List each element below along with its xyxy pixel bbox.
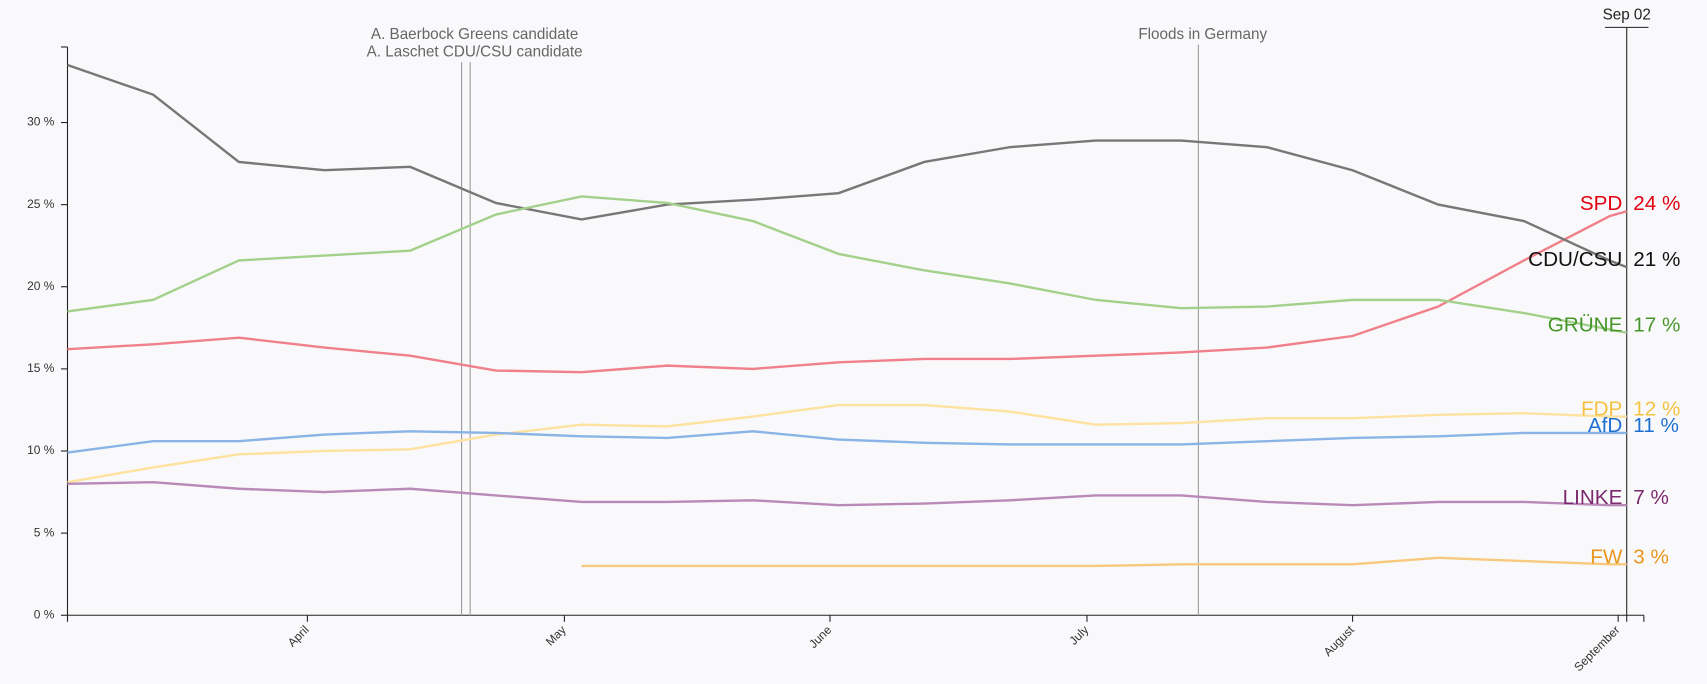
y-tick-label: 30 % xyxy=(27,115,55,129)
series-current: 24 % xyxy=(1633,192,1680,215)
trend-line xyxy=(67,403,1627,484)
y-tick-label: 20 % xyxy=(27,279,55,293)
series-name: AfD xyxy=(1588,414,1622,437)
x-tick-label: May xyxy=(543,623,569,649)
trend-line xyxy=(581,556,1627,568)
x-tick-label: August xyxy=(1321,622,1358,659)
series-current: 3 % xyxy=(1633,545,1669,568)
series-current: 11 % xyxy=(1633,414,1679,437)
series-name: LINKE xyxy=(1563,486,1623,509)
trend-line xyxy=(67,481,1627,507)
series-name: CDU/CSU xyxy=(1528,248,1622,271)
trend-line xyxy=(67,210,1628,374)
x-tick-label: September xyxy=(1571,623,1622,674)
trend-line xyxy=(67,195,1627,334)
series-name: FW xyxy=(1590,545,1623,568)
series-current: 21 % xyxy=(1633,248,1680,271)
series-current: 17 % xyxy=(1633,314,1680,337)
x-tick-label: April xyxy=(285,623,312,650)
y-tick-label: 15 % xyxy=(27,361,55,375)
annotation-text: A. Laschet CDU/CSU candidate xyxy=(367,43,583,60)
annotation-text: Floods in Germany xyxy=(1138,26,1267,43)
y-tick-label: 5 % xyxy=(34,525,55,539)
trend-line xyxy=(67,63,1628,269)
trend-line xyxy=(67,430,1627,454)
date-marker-label: Sep 02 xyxy=(1603,6,1651,23)
series-name: SPD xyxy=(1580,192,1623,215)
series-name: GRÜNE xyxy=(1548,314,1623,337)
x-tick-label: July xyxy=(1066,623,1091,648)
annotation-text: A. Baerbock Greens candidate xyxy=(371,26,578,43)
series-current: 7 % xyxy=(1633,486,1669,509)
series-current: 12 % xyxy=(1633,397,1680,420)
y-tick-label: 10 % xyxy=(27,443,55,457)
x-tick-label: June xyxy=(806,623,834,651)
y-tick-label: 0 % xyxy=(34,607,55,621)
series-name: FDP xyxy=(1581,397,1622,420)
y-tick-label: 25 % xyxy=(27,197,55,211)
